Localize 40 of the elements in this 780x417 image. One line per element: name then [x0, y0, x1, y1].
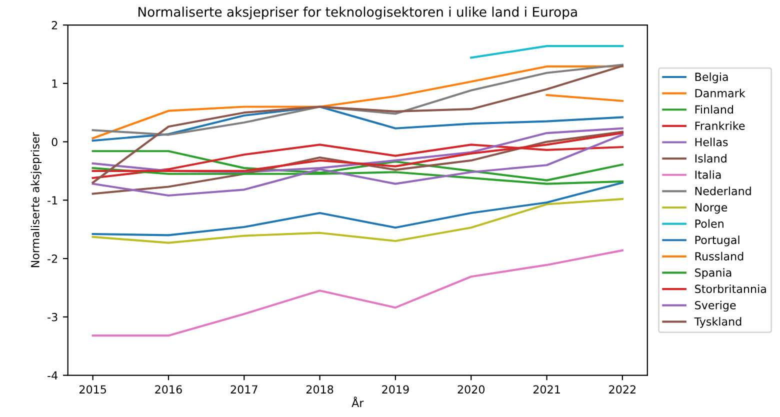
legend-label: Russland [695, 252, 744, 260]
line-series [92, 106, 624, 142]
x-tick-label: 2017 [230, 385, 258, 394]
y-tick-label: 1 [52, 80, 58, 88]
y-axis-title: Normaliserte aksjepriser [30, 132, 42, 268]
y-tick-label: -3 [48, 312, 58, 322]
line-series [92, 182, 624, 236]
legend-label: Sverige [695, 300, 736, 312]
legend-label: Island [695, 154, 726, 163]
legend-label: Hellas [695, 138, 728, 146]
x-tick-label: 2015 [80, 385, 106, 394]
line-series [92, 198, 624, 244]
y-tick-label: 0 [52, 138, 58, 146]
x-tick-label: 2018 [306, 385, 334, 394]
legend-label: Frankrike [695, 121, 745, 130]
legend-label: Danmark [695, 88, 746, 98]
x-tick-label: 2016 [155, 385, 182, 394]
legend-label: Norge [695, 203, 728, 214]
x-tick-label: 2020 [458, 385, 485, 394]
y-tick-label: -1 [48, 196, 58, 204]
y-tick-label: -2 [48, 254, 58, 263]
y-tick-label: -4 [48, 371, 58, 380]
legend-label: Polen [695, 219, 724, 228]
line-series [92, 249, 624, 337]
legend-label: Storbritannia [695, 284, 766, 294]
chart-title: Normaliserte aksjepriser for teknologisektoren i ulike land i Europa [138, 6, 577, 20]
legend-label: Finland [695, 105, 734, 114]
legend-label: Nederland [695, 186, 751, 196]
legend-label: Tyskland [694, 317, 742, 328]
legend-label: Portugal [695, 236, 740, 246]
legend-label: Belgia [695, 72, 728, 84]
line-series [92, 64, 624, 184]
y-tick-label: 2 [52, 20, 58, 30]
x-axis-title: År [352, 396, 364, 407]
line-series [92, 150, 624, 182]
x-tick-label: 2021 [533, 385, 560, 394]
legend-label: Spania [695, 268, 732, 279]
x-tick-label: 2022 [609, 385, 636, 394]
legend-label: Italia [695, 170, 721, 179]
x-tick-label: 2019 [382, 385, 409, 394]
